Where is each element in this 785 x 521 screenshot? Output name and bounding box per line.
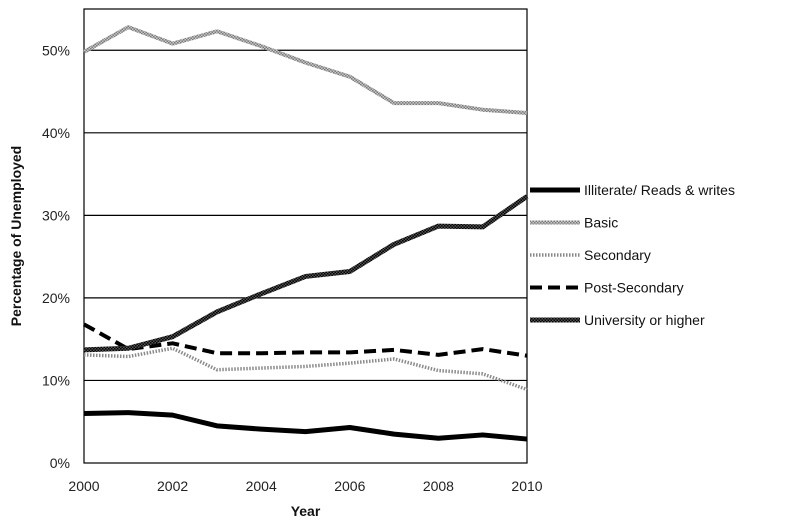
grid-lines	[84, 49, 527, 382]
x-axis-tick-labels: 2000 2002 2004 2006 2008 2010	[68, 478, 542, 494]
plot-area-frame	[83, 8, 528, 464]
legend: Illiterate/ Reads & writes Basic Secondary…	[530, 182, 735, 328]
x-tick-label: 2004	[246, 478, 277, 494]
y-tick-label: 0%	[50, 455, 70, 471]
legend-label-secondary: Secondary	[584, 247, 651, 263]
legend-label-basic: Basic	[584, 215, 618, 231]
series-line-post-secondary	[83, 322, 528, 358]
series-lines	[83, 25, 529, 442]
x-tick-label: 2008	[423, 478, 454, 494]
legend-label-post-secondary: Post-Secondary	[584, 280, 684, 296]
y-axis-tick-labels: 0% 10% 20% 30% 40% 50%	[42, 42, 70, 471]
series-line-illiterate-reads-writes	[83, 410, 528, 442]
x-tick-label: 2006	[334, 478, 365, 494]
series-line-basic	[83, 25, 528, 116]
y-tick-label: 40%	[42, 125, 70, 141]
y-axis-title: Percentage of Unemployed	[8, 146, 24, 327]
legend-label-university-or-higher: University or higher	[584, 312, 705, 328]
x-tick-label: 2002	[157, 478, 188, 494]
x-axis-title: Year	[291, 503, 321, 519]
y-tick-label: 10%	[42, 372, 70, 388]
y-tick-label: 30%	[42, 207, 70, 223]
y-tick-label: 50%	[42, 42, 70, 58]
series-line-university-or-higher	[83, 194, 529, 353]
legend-label-illiterate-reads-writes: Illiterate/ Reads & writes	[584, 182, 735, 198]
x-tick-label: 2010	[511, 478, 542, 494]
y-tick-label: 20%	[42, 290, 70, 306]
x-tick-label: 2000	[68, 478, 99, 494]
series-line-secondary	[83, 346, 528, 392]
